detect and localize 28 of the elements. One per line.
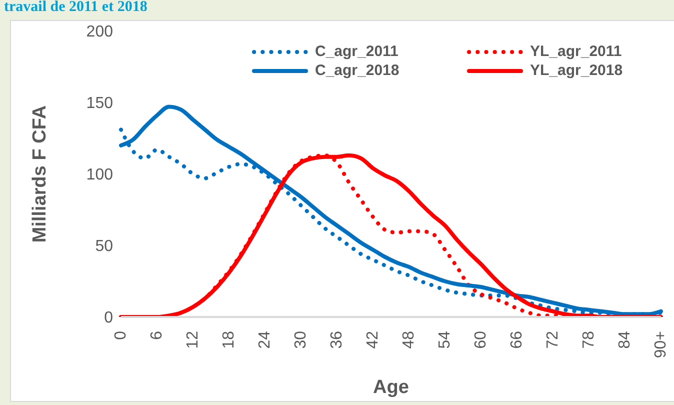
- legend-label: C_agr_2018: [315, 62, 400, 79]
- x-tick-label: 24: [256, 330, 274, 349]
- legend-label: YL_agr_2011: [530, 43, 622, 60]
- x-tick-label: 84: [616, 330, 634, 349]
- y-tick-label: 100: [86, 166, 114, 184]
- x-tick-label: 6: [148, 330, 166, 340]
- x-tick-label: 78: [580, 330, 598, 349]
- legend-label: YL_agr_2018: [530, 62, 623, 79]
- x-tick-label: 36: [328, 330, 346, 349]
- y-tick-label: 200: [86, 24, 114, 41]
- x-tick-label: 42: [364, 330, 382, 349]
- x-tick-label: 48: [400, 330, 418, 349]
- y-tick-label: 50: [95, 238, 114, 256]
- x-tick-label: 30: [292, 330, 310, 349]
- x-tick-label: 66: [508, 330, 526, 349]
- y-axis-title: Milliards F CFA: [30, 105, 51, 243]
- x-tick-label: 18: [220, 330, 238, 349]
- x-axis-title: Age: [373, 377, 409, 398]
- y-tick-label: 150: [86, 95, 114, 112]
- y-tick-label: 0: [104, 310, 114, 327]
- x-tick-label: 54: [436, 330, 454, 349]
- x-tick-label: 60: [472, 330, 490, 349]
- x-tick-label: 90+: [652, 331, 670, 358]
- x-tick-label: 0: [112, 330, 130, 340]
- chart-title: travail de 2011 et 2018: [3, 0, 148, 17]
- x-tick-label: 12: [184, 330, 202, 349]
- legend-label: C_agr_2011: [315, 43, 398, 60]
- x-tick-label: 72: [544, 330, 562, 349]
